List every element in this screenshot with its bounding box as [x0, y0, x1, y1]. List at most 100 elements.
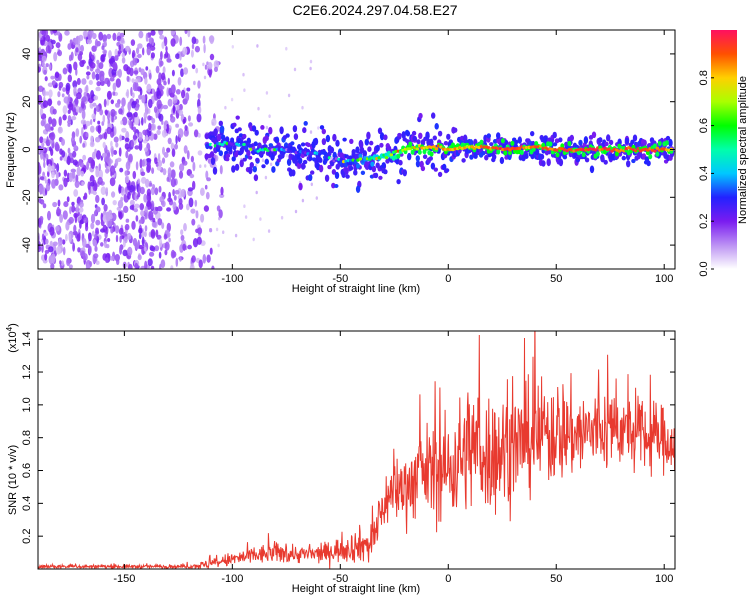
heatmap-cell [434, 147, 439, 151]
heatmap-cell [510, 140, 515, 146]
heatmap-cell [499, 156, 505, 165]
heatmap-cell [584, 157, 590, 163]
heatmap-cell [71, 171, 76, 179]
heatmap-cell [103, 40, 107, 47]
heatmap-cell [242, 133, 247, 139]
heatmap-cell [191, 255, 196, 263]
heatmap-cell [101, 152, 107, 158]
heatmap-cell [47, 82, 54, 88]
heatmap-cell [184, 30, 188, 35]
heatmap-cell [564, 141, 569, 147]
x-tick-label: 100 [655, 573, 673, 585]
heatmap-cell [161, 120, 164, 125]
heatmap-cell [205, 170, 209, 180]
heatmap-cell [135, 215, 139, 222]
heatmap-cell [157, 218, 163, 226]
heatmap-cell [242, 142, 246, 147]
heatmap-cell [166, 147, 171, 153]
heatmap-cell [211, 122, 214, 126]
heatmap-cell [484, 154, 489, 161]
heatmap-cell [500, 138, 505, 144]
heatmap-cell [206, 65, 209, 70]
heatmap-cell [62, 239, 66, 245]
heatmap-cell [66, 155, 71, 166]
heatmap-cell [116, 157, 122, 162]
heatmap-cell [249, 162, 254, 168]
heatmap-cell [534, 148, 540, 156]
heatmap-cell [159, 85, 165, 90]
heatmap-cell [127, 246, 133, 256]
heatmap-cell [151, 88, 155, 94]
heatmap-cell [174, 143, 178, 150]
heatmap-cell [202, 35, 206, 44]
heatmap-cell [68, 63, 73, 74]
heatmap-cell [251, 146, 256, 150]
heatmap-cell [626, 160, 631, 168]
heatmap-cell [71, 201, 75, 206]
heatmap-cell [61, 138, 65, 146]
heatmap-cell [325, 134, 331, 143]
heatmap-cell [402, 169, 407, 177]
heatmap-cell [132, 170, 137, 180]
heatmap-cell [261, 164, 266, 169]
heatmap-cell [310, 170, 315, 175]
heatmap-cell [215, 227, 219, 232]
heatmap-cell [178, 63, 183, 68]
heatmap-cell [489, 142, 494, 147]
heatmap-cell [187, 244, 193, 250]
heatmap-cell [103, 98, 107, 108]
heatmap-cell [187, 187, 194, 192]
heatmap-cell [180, 68, 184, 77]
heatmap-cell [264, 158, 269, 165]
heatmap-cell [157, 125, 162, 130]
heatmap-cell [140, 68, 145, 76]
heatmap-cell [78, 106, 83, 114]
heatmap-cell [189, 173, 195, 179]
heatmap-cell [558, 137, 563, 143]
heatmap-cell [143, 246, 147, 252]
heatmap-cell [503, 150, 508, 156]
heatmap-cell [144, 260, 148, 269]
heatmap-cell [104, 77, 110, 85]
heatmap-cell [65, 233, 68, 242]
heatmap-cell [120, 196, 124, 202]
heatmap-cell [112, 61, 118, 70]
heatmap-cell [144, 206, 148, 215]
y-tick-label: 1.0 [21, 397, 33, 412]
heatmap-cell [85, 84, 89, 94]
heatmap-cell [108, 50, 112, 59]
x-tick-label: -150 [113, 273, 135, 285]
heatmap-cell [218, 209, 223, 219]
heatmap-cell [178, 103, 183, 111]
heatmap-cell [137, 43, 143, 49]
heatmap-cell [375, 144, 380, 152]
heatmap-cell [102, 224, 108, 233]
heatmap-cell [121, 116, 128, 126]
heatmap-cell [552, 142, 558, 147]
heatmap-cell [53, 51, 58, 62]
heatmap-cell [332, 133, 337, 142]
heatmap-cell [171, 148, 176, 158]
heatmap-cell [268, 114, 271, 118]
heatmap-cell [98, 62, 104, 70]
heatmap-cell [541, 160, 546, 167]
heatmap-cell [48, 64, 52, 70]
heatmap-cell [170, 38, 176, 47]
heatmap-cell [668, 138, 673, 147]
heatmap-cell [100, 212, 104, 222]
x-tick-label: 50 [550, 273, 562, 285]
heatmap-cell [117, 68, 122, 78]
heatmap-cell [94, 148, 97, 155]
heatmap-cell [486, 133, 491, 139]
heatmap-cell [331, 169, 337, 175]
heatmap-cell [138, 131, 143, 142]
heatmap-cell [132, 126, 137, 133]
heatmap-cell [195, 210, 199, 219]
heatmap-cell [217, 243, 220, 248]
heatmap-cell [306, 142, 311, 148]
heatmap-cell [178, 202, 184, 210]
heatmap-cell [73, 145, 78, 150]
heatmap-cell [119, 167, 124, 173]
heatmap-cell [177, 104, 180, 114]
